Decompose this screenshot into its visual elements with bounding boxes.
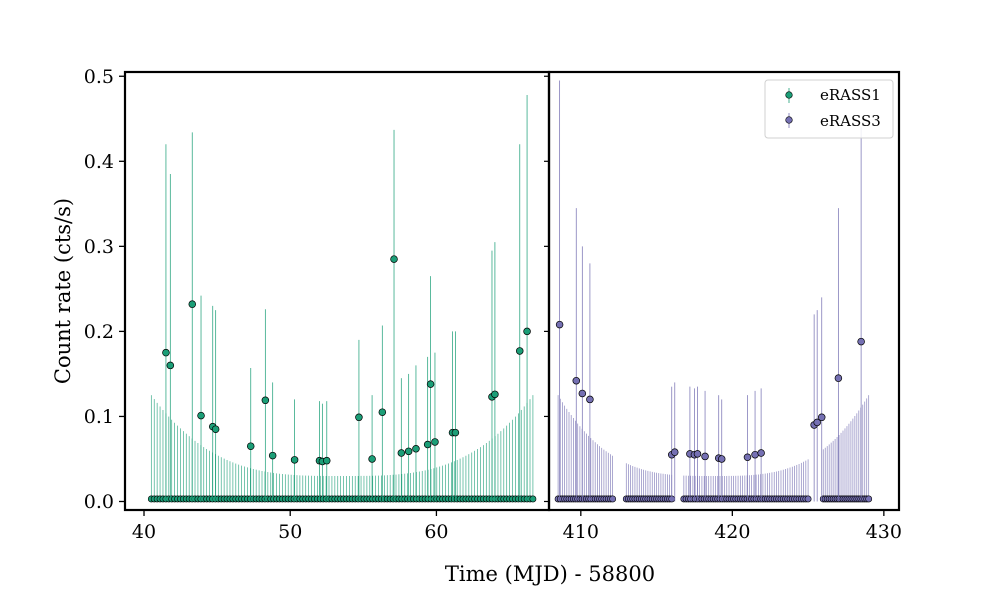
detection-point [378,408,387,416]
detection-point [423,440,432,449]
detection-point [404,447,413,456]
detection-point [516,347,524,355]
detection-point [290,456,299,464]
detection-point [813,418,821,427]
x-tick-label: 50 [278,521,302,543]
panel-eRASS1-frame [123,70,551,512]
x-tick-label: 420 [714,521,750,543]
data-point [609,495,617,503]
panel-eRASS3-frame [547,70,901,512]
legend-entry-eRASS3: eRASS3 [785,112,881,130]
x-tick-label: 410 [563,521,599,543]
detection-point [390,255,398,263]
detection-point [166,361,175,370]
detection-point [426,380,435,388]
y-tick-label: 0.1 [84,406,114,428]
detection-point [523,327,531,336]
legend-frame [764,79,894,139]
detection-point [412,445,420,453]
y-axis-label: Count rate (cts/s) [51,198,75,384]
y-tick-label: 0.5 [84,66,114,88]
detection-point [323,456,331,465]
detection-point [693,450,702,458]
legend-marker-eRASS3 [785,116,793,124]
detection-point [857,337,865,346]
detection-point [743,453,752,462]
detection-point [162,348,170,357]
detection-point [717,455,726,463]
y-axis: 0.0 0.1 0.2 0.3 0.4 0.5 [84,66,125,513]
y-tick-label: 0.2 [84,321,114,343]
marks-eRASS3 [554,80,873,503]
detection-point [197,411,205,420]
detection-point [572,376,581,385]
detection-point [431,438,439,446]
legend-marker-eRASS1 [785,91,793,99]
detection-point [701,452,709,461]
x-tick-label: 40 [132,521,156,543]
marks-eRASS1 [147,94,537,503]
data-point [865,495,873,503]
x-axis-eRASS1: 40 50 60 [132,510,449,543]
detection-point [451,428,460,437]
legend-label-eRASS3: eRASS3 [820,112,881,130]
y-axis-right-ticks [544,75,549,503]
x-axis-eRASS3: 410 420 430 [563,510,902,543]
legend-label-eRASS1: eRASS1 [820,86,881,104]
detection-point [834,374,843,382]
y-tick-label: 0.4 [84,151,114,173]
x-axis-label: Time (MJD) - 58800 [445,562,655,586]
panel-eRASS3: 410 420 430 [544,70,902,543]
detection-point [246,442,255,450]
y-tick-label: 0.0 [84,491,114,513]
detection-point [261,396,270,405]
detection-point [586,395,594,404]
detection-point [555,320,564,329]
detection-point [211,425,220,433]
legend-entry-eRASS1: eRASS1 [785,86,881,104]
x-tick-label: 430 [866,521,902,543]
detection-point [578,389,587,398]
detection-point [671,448,679,456]
detection-point [368,455,376,463]
detection-point [188,300,197,308]
detection-point [817,413,826,422]
detection-point [757,449,765,457]
data-point [529,495,537,503]
x-tick-label: 60 [424,521,448,543]
legend: eRASS1 eRASS3 [764,79,894,139]
detection-point [397,449,406,457]
detection-point [491,390,499,399]
detection-point [268,451,277,460]
y-tick-label: 0.3 [84,236,114,258]
panel-eRASS1: 0.0 0.1 0.2 0.3 0.4 0.5 40 50 60 [84,66,551,543]
detection-point [355,413,363,422]
data-point [804,495,812,503]
